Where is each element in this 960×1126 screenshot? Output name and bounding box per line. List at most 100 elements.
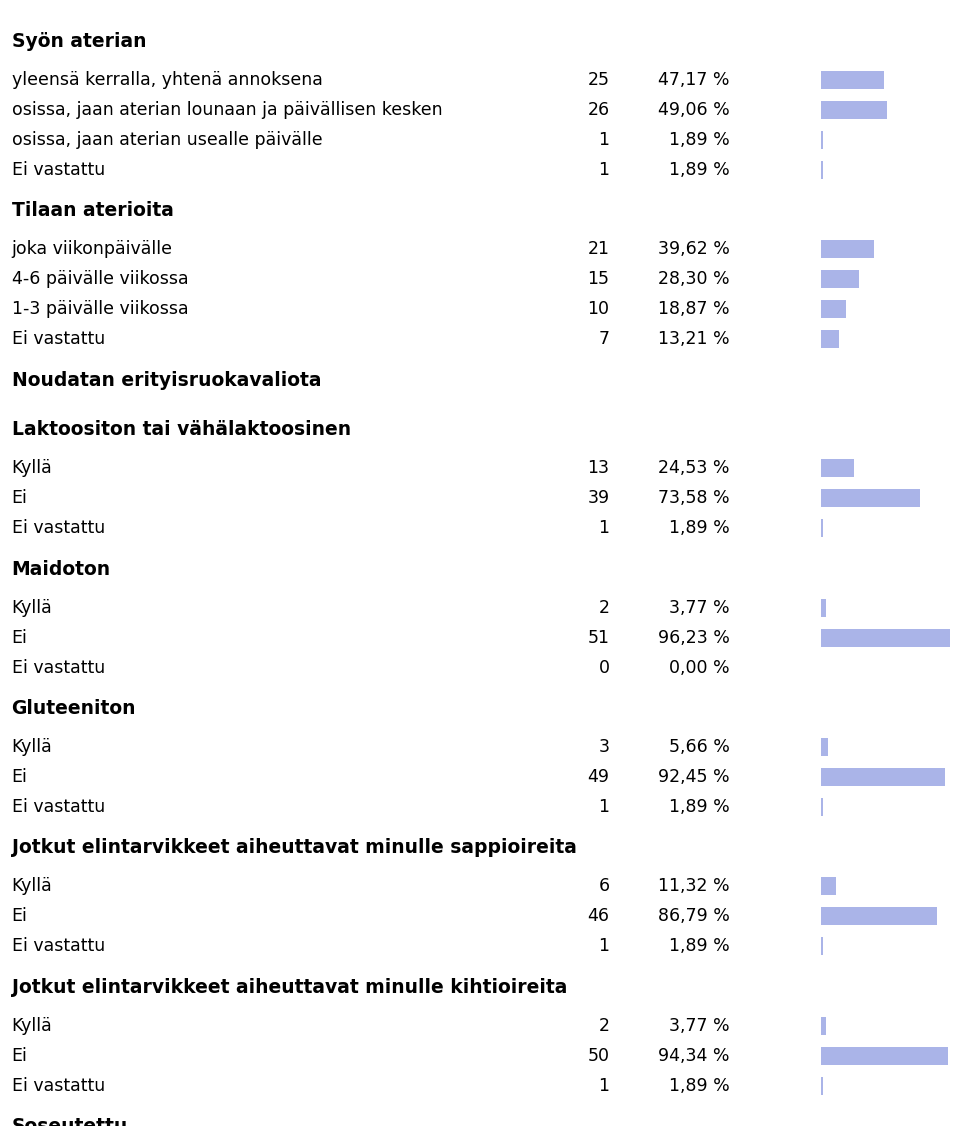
Text: 1: 1 (599, 519, 610, 537)
Bar (821, 270, 859, 288)
Text: 1,89 %: 1,89 % (669, 798, 730, 816)
Text: 13,21 %: 13,21 % (658, 330, 730, 348)
Text: 24,53 %: 24,53 % (659, 459, 730, 477)
Text: Kyllä: Kyllä (12, 738, 52, 756)
Text: 86,79 %: 86,79 % (658, 908, 730, 926)
Text: 1,89 %: 1,89 % (669, 131, 730, 149)
Bar (821, 101, 887, 119)
Text: 2: 2 (599, 599, 610, 617)
Text: Ei: Ei (12, 1047, 28, 1065)
Text: Ei vastattu: Ei vastattu (12, 1076, 105, 1094)
Text: 4-6 päivälle viikossa: 4-6 päivälle viikossa (12, 270, 188, 288)
Text: 46: 46 (588, 908, 610, 926)
Text: 10: 10 (588, 301, 610, 319)
Text: Maidoton: Maidoton (12, 560, 110, 579)
Text: 1,89 %: 1,89 % (669, 519, 730, 537)
Text: Ei vastattu: Ei vastattu (12, 798, 105, 816)
Text: 6: 6 (598, 877, 610, 895)
Bar (821, 71, 884, 89)
Text: Laktoositon tai vähälaktoosinen: Laktoositon tai vähälaktoosinen (12, 420, 350, 439)
Bar (821, 599, 826, 617)
Bar (821, 628, 950, 646)
Text: Kyllä: Kyllä (12, 459, 52, 477)
Text: 1: 1 (599, 131, 610, 149)
Text: 39,62 %: 39,62 % (658, 240, 730, 258)
Text: 1: 1 (599, 798, 610, 816)
Text: Ei: Ei (12, 768, 28, 786)
Bar (821, 1047, 948, 1065)
Text: 1,89 %: 1,89 % (669, 938, 730, 955)
Text: Kyllä: Kyllä (12, 599, 52, 617)
Text: 92,45 %: 92,45 % (658, 768, 730, 786)
Text: 3,77 %: 3,77 % (669, 1017, 730, 1035)
Text: Jotkut elintarvikkeet aiheuttavat minulle kihtioireita: Jotkut elintarvikkeet aiheuttavat minull… (12, 977, 567, 997)
Text: 21: 21 (588, 240, 610, 258)
Bar (821, 161, 824, 179)
Text: Tilaan aterioita: Tilaan aterioita (12, 202, 174, 221)
Text: 49: 49 (588, 768, 610, 786)
Text: 3,77 %: 3,77 % (669, 599, 730, 617)
Bar (821, 1076, 824, 1094)
Text: 0: 0 (599, 659, 610, 677)
Bar (821, 768, 945, 786)
Text: 18,87 %: 18,87 % (658, 301, 730, 319)
Text: Ei vastattu: Ei vastattu (12, 659, 105, 677)
Bar (821, 240, 874, 258)
Bar (821, 1017, 826, 1035)
Text: Soseutettu: Soseutettu (12, 1117, 128, 1126)
Text: 28,30 %: 28,30 % (658, 270, 730, 288)
Text: 94,34 %: 94,34 % (659, 1047, 730, 1065)
Text: Ei vastattu: Ei vastattu (12, 938, 105, 955)
Bar (821, 301, 846, 319)
Text: 3: 3 (599, 738, 610, 756)
Text: 39: 39 (588, 489, 610, 507)
Text: Syön aterian: Syön aterian (12, 32, 146, 51)
Text: 1: 1 (599, 938, 610, 955)
Bar (821, 798, 824, 816)
Bar (821, 908, 938, 926)
Bar (821, 519, 824, 537)
Text: Ei: Ei (12, 628, 28, 646)
Text: Ei vastattu: Ei vastattu (12, 519, 105, 537)
Text: 50: 50 (588, 1047, 610, 1065)
Text: Noudatan erityisruokavaliota: Noudatan erityisruokavaliota (12, 370, 321, 390)
Bar (821, 459, 853, 477)
Text: 47,17 %: 47,17 % (659, 71, 730, 89)
Text: Kyllä: Kyllä (12, 1017, 52, 1035)
Bar (821, 131, 824, 149)
Text: 2: 2 (599, 1017, 610, 1035)
Text: Jotkut elintarvikkeet aiheuttavat minulle sappioireita: Jotkut elintarvikkeet aiheuttavat minull… (12, 839, 576, 857)
Text: joka viikonpäivälle: joka viikonpäivälle (12, 240, 173, 258)
Text: 26: 26 (588, 101, 610, 119)
Bar (821, 938, 824, 955)
Text: 1: 1 (599, 1076, 610, 1094)
Text: 49,06 %: 49,06 % (658, 101, 730, 119)
Text: Ei vastattu: Ei vastattu (12, 330, 105, 348)
Text: 1: 1 (599, 161, 610, 179)
Text: Ei vastattu: Ei vastattu (12, 161, 105, 179)
Text: osissa, jaan aterian lounaan ja päivällisen kesken: osissa, jaan aterian lounaan ja päivälli… (12, 101, 443, 119)
Text: 25: 25 (588, 71, 610, 89)
Text: 13: 13 (588, 459, 610, 477)
Bar (821, 489, 920, 507)
Text: Ei: Ei (12, 908, 28, 926)
Text: Kyllä: Kyllä (12, 877, 52, 895)
Text: 1-3 päivälle viikossa: 1-3 päivälle viikossa (12, 301, 188, 319)
Text: yleensä kerralla, yhtenä annoksena: yleensä kerralla, yhtenä annoksena (12, 71, 323, 89)
Bar (821, 738, 828, 756)
Text: Gluteeniton: Gluteeniton (12, 699, 136, 718)
Text: 15: 15 (588, 270, 610, 288)
Text: 11,32 %: 11,32 % (658, 877, 730, 895)
Bar (821, 330, 838, 348)
Text: 0,00 %: 0,00 % (669, 659, 730, 677)
Text: Ei: Ei (12, 489, 28, 507)
Text: 1,89 %: 1,89 % (669, 1076, 730, 1094)
Text: 73,58 %: 73,58 % (658, 489, 730, 507)
Text: 96,23 %: 96,23 % (658, 628, 730, 646)
Text: 5,66 %: 5,66 % (669, 738, 730, 756)
Bar (821, 877, 836, 895)
Text: 51: 51 (588, 628, 610, 646)
Text: 1,89 %: 1,89 % (669, 161, 730, 179)
Text: 7: 7 (599, 330, 610, 348)
Text: osissa, jaan aterian usealle päivälle: osissa, jaan aterian usealle päivälle (12, 131, 323, 149)
